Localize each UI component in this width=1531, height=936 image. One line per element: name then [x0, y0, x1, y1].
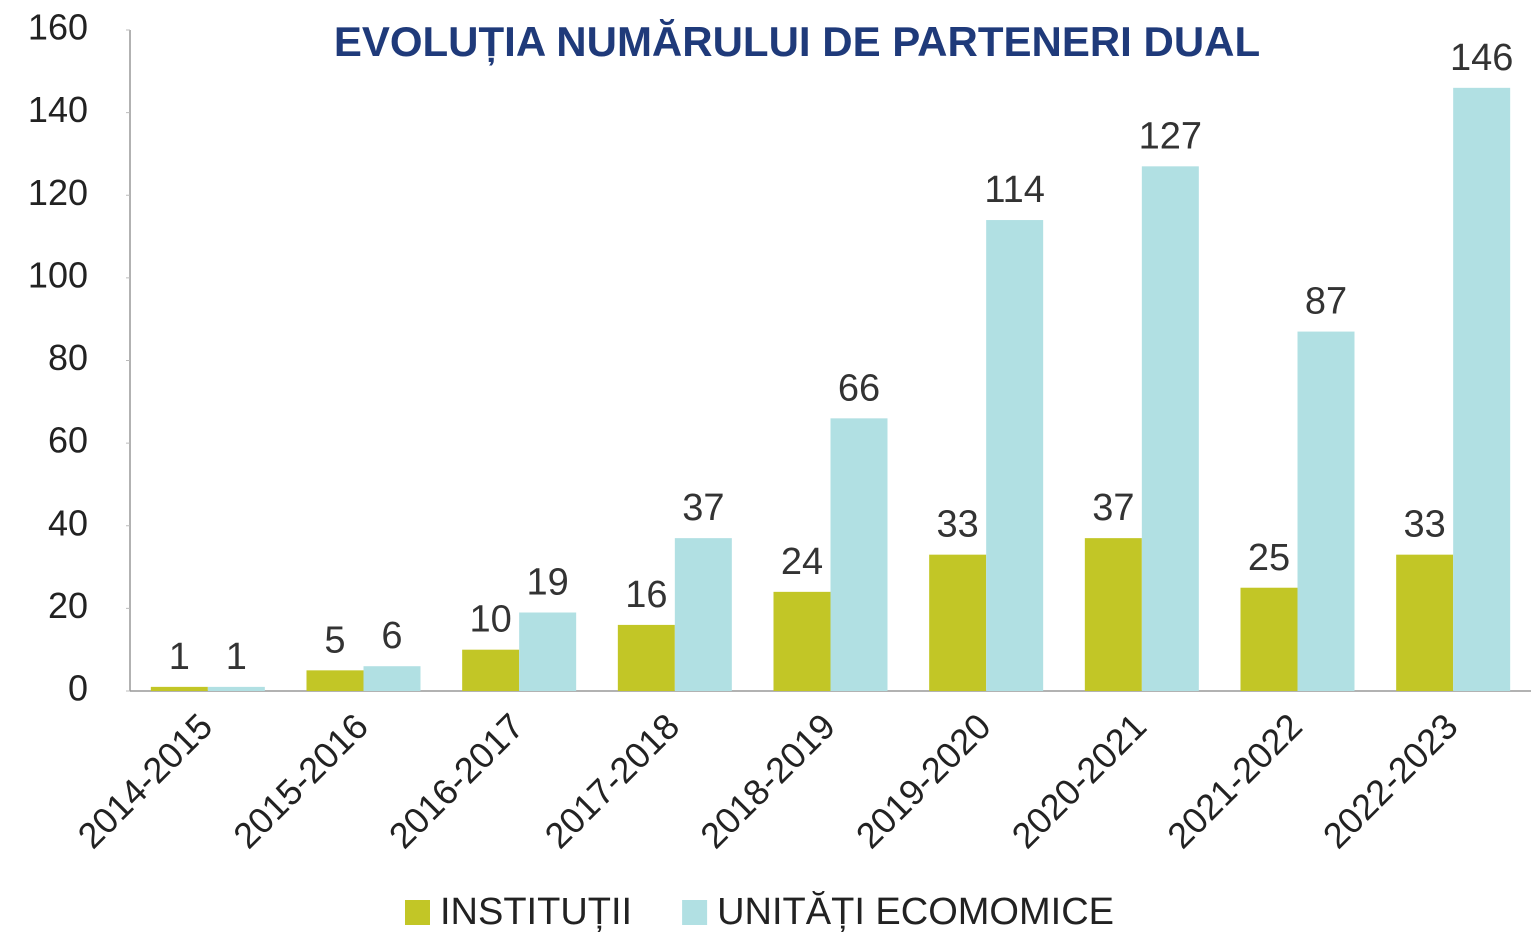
- legend-label: UNITĂȚI ECOMOMICE: [717, 890, 1114, 933]
- data-label: 19: [527, 562, 569, 604]
- data-label: 24: [781, 541, 823, 583]
- data-label: 16: [625, 574, 667, 616]
- bar: [986, 220, 1044, 691]
- bar: [1240, 587, 1298, 691]
- bar: [674, 538, 732, 691]
- x-tick-label: 2015-2016: [225, 705, 376, 856]
- bar: [306, 670, 364, 691]
- data-label: 66: [838, 367, 880, 409]
- x-tick-label: 2019-2020: [848, 705, 999, 856]
- data-label: 146: [1450, 37, 1513, 79]
- data-label: 6: [381, 615, 402, 657]
- data-label: 37: [682, 487, 724, 529]
- data-label: 33: [1404, 504, 1446, 546]
- bar: [1297, 331, 1355, 691]
- data-label: 114: [984, 169, 1045, 211]
- legend-label: INSTITUȚII: [440, 891, 632, 933]
- x-tick-label: 2022-2023: [1315, 705, 1466, 856]
- chart-title: EVOLUȚIA NUMĂRULUI DE PARTENERI DUAL: [334, 18, 1260, 66]
- data-label: 37: [1092, 487, 1134, 529]
- data-label: 127: [1139, 115, 1202, 157]
- y-tick-label: 120: [28, 172, 88, 213]
- y-tick-label: 40: [48, 502, 88, 543]
- legend-swatch: [682, 900, 708, 925]
- bar: [773, 591, 831, 691]
- bar: [150, 686, 208, 691]
- x-tick-label: 2018-2019: [692, 705, 843, 856]
- bar: [1084, 538, 1142, 691]
- bar: [830, 418, 888, 691]
- y-tick-label: 140: [28, 89, 88, 130]
- y-tick-label: 80: [48, 337, 88, 378]
- data-label: 33: [937, 504, 979, 546]
- data-label: 1: [226, 636, 247, 678]
- x-tick-label: 2016-2017: [381, 705, 532, 856]
- bar: [1396, 554, 1454, 691]
- data-label: 5: [324, 619, 345, 661]
- data-label: 25: [1248, 537, 1290, 579]
- y-tick-label: 100: [28, 254, 88, 295]
- y-tick-label: 160: [28, 7, 88, 48]
- bar: [1453, 87, 1511, 691]
- x-tick-label: 2021-2022: [1159, 705, 1310, 856]
- bar: [1141, 166, 1199, 692]
- legend-swatch: [405, 900, 430, 925]
- y-tick-label: 20: [48, 585, 88, 626]
- data-label: 87: [1305, 281, 1347, 323]
- y-tick-label: 0: [68, 668, 88, 709]
- bar: [207, 686, 265, 691]
- x-tick-label: 2014-2015: [69, 705, 220, 856]
- x-tick-label: 2020-2021: [1003, 705, 1154, 856]
- x-tick-label: 2017-2018: [536, 705, 687, 856]
- bar: [519, 612, 577, 691]
- bar: [462, 649, 520, 691]
- data-label: 10: [470, 599, 512, 641]
- bar: [929, 554, 987, 691]
- bar: [617, 624, 675, 691]
- bar: [363, 666, 421, 691]
- y-tick-label: 60: [48, 420, 88, 461]
- data-label: 1: [169, 636, 190, 678]
